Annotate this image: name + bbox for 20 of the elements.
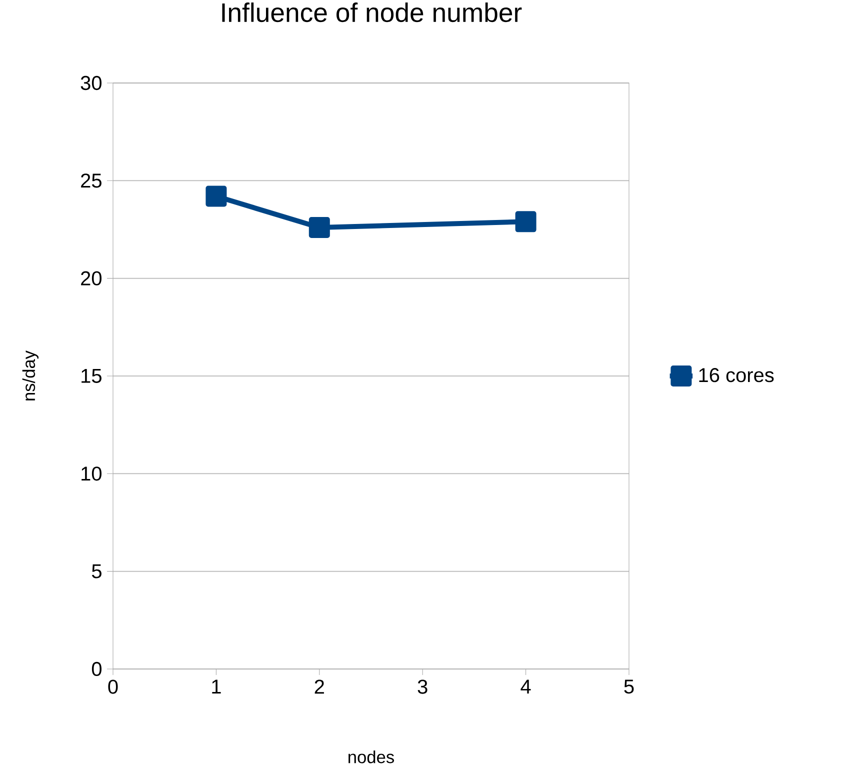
point	[206, 186, 227, 207]
x-tick-label: 2	[314, 680, 324, 694]
y-axis-title: ns/day	[22, 350, 39, 400]
x-tick-label: 4	[520, 680, 531, 694]
y-tick-label: 0	[92, 662, 102, 676]
chart-title: Influence of node number	[222, 2, 522, 22]
x-tick-label: 3	[418, 680, 428, 694]
x-tick-label: 1	[212, 680, 221, 694]
x-tick-label: 0	[108, 680, 118, 694]
x-tick-label: 5	[624, 680, 634, 694]
x-axis-title: nodes	[348, 750, 394, 764]
y-tick-label: 10	[82, 466, 102, 481]
y-tick-label: 25	[81, 174, 102, 188]
y-tick-label: 30	[80, 76, 102, 90]
y-tick-label: 20	[81, 271, 102, 286]
legend-label: 16 cores	[699, 368, 774, 382]
y-tick-label: 5	[92, 564, 102, 578]
point	[308, 217, 330, 238]
point	[515, 211, 536, 232]
y-tick-label: 15	[82, 369, 102, 383]
